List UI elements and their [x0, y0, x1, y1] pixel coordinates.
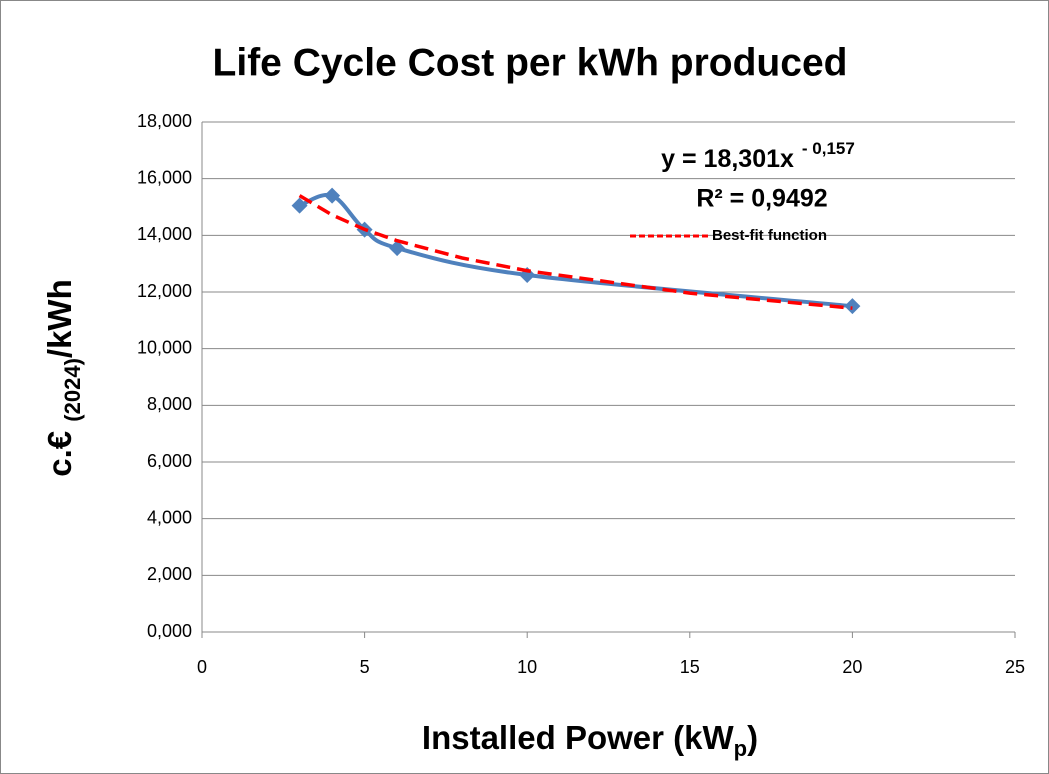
y-tick-label: 2,000 — [147, 564, 192, 584]
fit-line — [298, 194, 853, 310]
x-tick-label: 15 — [680, 657, 700, 677]
y-tick-label: 14,000 — [137, 224, 192, 244]
x-tick-label: 10 — [517, 657, 537, 677]
x-tick-label: 20 — [842, 657, 862, 677]
y-tick-label: 4,000 — [147, 507, 192, 527]
x-tick-label: 5 — [360, 657, 370, 677]
y-axis-label: c.€ (2024)/kWh — [41, 279, 85, 476]
chart-title: Life Cycle Cost per kWh produced — [213, 41, 848, 84]
x-tick-label: 25 — [1005, 657, 1025, 677]
marker — [844, 298, 861, 315]
y-tick-label: 8,000 — [147, 394, 192, 414]
legend-label: Best-fit function — [712, 227, 827, 244]
y-tick-label: 16,000 — [137, 167, 192, 187]
y-tick-label: 6,000 — [147, 451, 192, 471]
r-squared: R² = 0,9492 — [696, 185, 827, 213]
marker — [324, 187, 341, 204]
y-tick-label: 0,000 — [147, 621, 192, 641]
x-tick-label: 0 — [197, 657, 207, 677]
y-tick-label: 18,000 — [137, 111, 192, 131]
marker — [291, 197, 308, 214]
y-tick-label: 10,000 — [137, 337, 192, 357]
y-tick-label: 12,000 — [137, 281, 192, 301]
x-axis-label: Installed Power (kWp) — [422, 719, 758, 761]
equation: y = 18,301x - 0,157 — [661, 139, 855, 172]
marker — [389, 240, 406, 257]
